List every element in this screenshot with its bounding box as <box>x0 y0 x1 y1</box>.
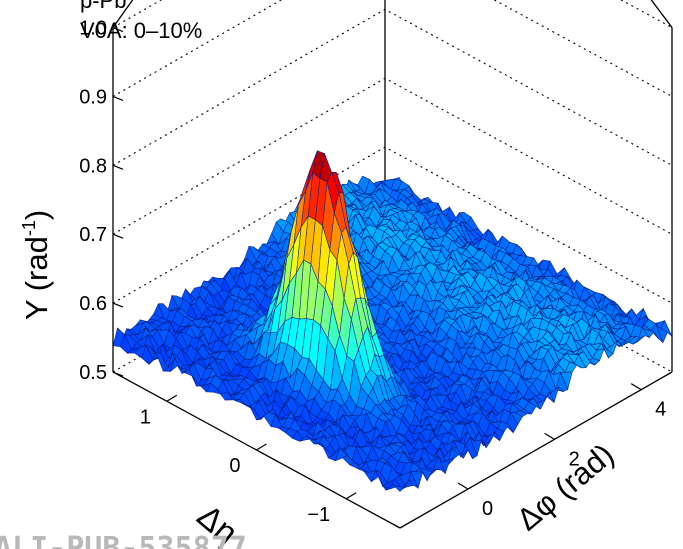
z-tick-label: 0.6 <box>79 293 107 315</box>
tick-labels: 0.5 0.6 0.7 0.8 0.9 1.0 1 0 −1 0 2 4 <box>79 18 666 526</box>
z-tick <box>112 371 124 377</box>
centrality-label: V0A: 0–10% <box>80 18 202 43</box>
z-tick <box>112 164 124 170</box>
eta-tick <box>256 443 267 451</box>
z-gridline <box>112 0 673 97</box>
eta-tick-label: −1 <box>307 504 330 526</box>
z-tick-label: 0.7 <box>79 224 107 246</box>
eta-tick-label: 0 <box>229 455 240 477</box>
z-tick <box>112 95 124 102</box>
z-tick-label: 0.5 <box>79 362 107 384</box>
phi-axis-line <box>399 371 673 529</box>
eta-tick <box>166 394 178 402</box>
z-tick <box>112 302 124 308</box>
z-gridline <box>112 146 673 304</box>
back-walls <box>112 0 673 372</box>
surface-mesh <box>112 149 673 492</box>
system-label: p-Pb <box>80 0 126 13</box>
z-tick <box>112 27 124 33</box>
z-axis-title-sup: -1 <box>19 220 39 236</box>
z-gridline <box>112 77 673 235</box>
phi-tick-label: 4 <box>655 399 666 421</box>
eta-tick-label: 1 <box>140 406 151 428</box>
phi-tick <box>630 383 642 391</box>
z-gridline <box>112 8 673 166</box>
phi-tick <box>544 432 555 440</box>
z-tick-label: 1.0 <box>79 18 107 40</box>
z-tick <box>112 233 124 239</box>
watermark: ALI-PUB-535877 <box>0 531 247 549</box>
z-tick-label: 0.9 <box>79 86 107 108</box>
phi-axis-title: Δφ (rad) <box>510 437 620 538</box>
z-tick-label: 0.8 <box>79 155 107 177</box>
z-axis-title: Y (rad-1) <box>19 210 54 320</box>
phi-tick-label: 0 <box>482 498 493 520</box>
eta-tick <box>345 492 357 500</box>
z-axis-title-close: ) <box>19 210 54 220</box>
right-wall-top-edge <box>650 0 673 28</box>
phi-tick <box>457 482 469 490</box>
surface-cell <box>392 484 406 492</box>
phi-tick-label: 2 <box>569 448 580 470</box>
